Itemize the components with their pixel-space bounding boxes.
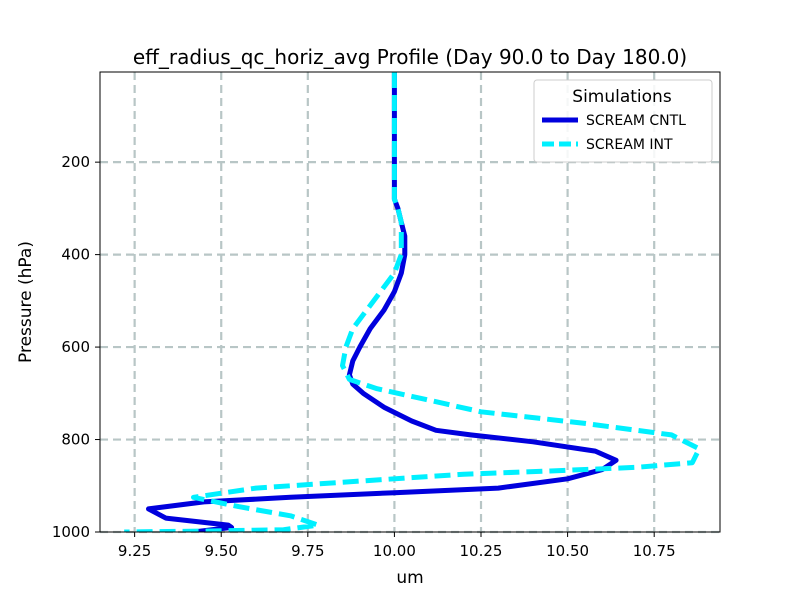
- x-axis-ticks: 9.25 9.50 9.75 10.00 10.25 10.50 10.75: [118, 532, 676, 560]
- x-tick-label: 10.75: [633, 542, 676, 560]
- y-tick-label: 1000: [52, 523, 90, 541]
- y-tick-label: 800: [61, 431, 90, 449]
- chart-title: eff_radius_qc_horiz_avg Profile (Day 90.…: [133, 45, 687, 69]
- y-axis-ticks: 200 400 600 800 1000: [52, 153, 100, 541]
- legend-box: [533, 79, 713, 163]
- grid-lines: [100, 72, 720, 534]
- x-tick-label: 9.25: [118, 542, 151, 560]
- series-line-scream-int: [124, 72, 702, 532]
- x-tick-label: 9.75: [291, 542, 324, 560]
- y-tick-label: 200: [61, 153, 90, 171]
- y-axis-label: Pressure (hPa): [16, 241, 36, 363]
- series-line-scream-cntl: [146, 72, 619, 532]
- plot-area-frame: [99, 71, 721, 533]
- x-tick-label: 10.50: [546, 542, 589, 560]
- legend-label-scream-int: SCREAM INT: [586, 137, 673, 153]
- y-tick-label: 400: [61, 246, 90, 264]
- x-axis-label: um: [396, 568, 423, 588]
- x-tick-label: 10.00: [373, 542, 416, 560]
- x-tick-label: 10.25: [460, 542, 503, 560]
- legend-label-scream-cntl: SCREAM CNTL: [586, 113, 686, 129]
- legend-title: Simulations: [572, 87, 672, 107]
- y-tick-label: 600: [61, 338, 90, 356]
- series-layer: [124, 72, 702, 532]
- x-tick-label: 9.50: [205, 542, 238, 560]
- legend: Simulations SCREAM CNTL SCREAM INT: [533, 79, 713, 163]
